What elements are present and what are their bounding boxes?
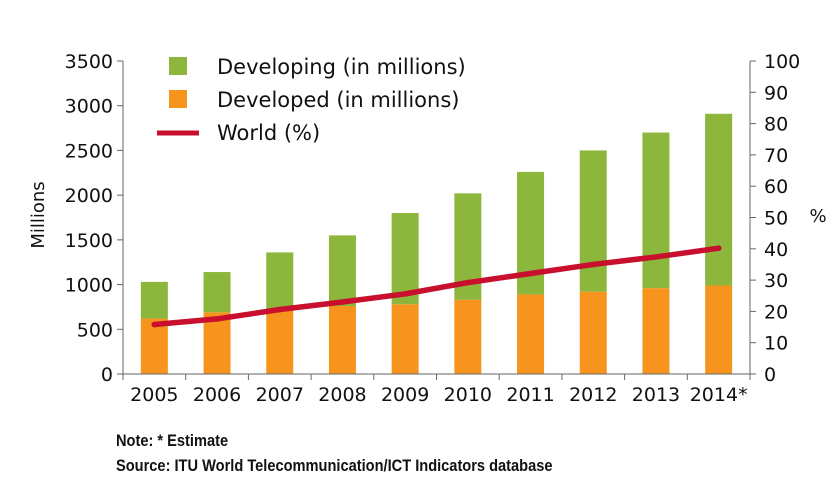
world-point-2006 [214, 316, 220, 322]
left-tick-label: 1000 [65, 275, 113, 297]
axes-group [117, 60, 756, 380]
x-tick-label: 2006 [193, 384, 241, 406]
bar-developing-2014 [705, 113, 733, 286]
bar-developed-2006 [203, 312, 231, 374]
bar-developed-2007 [266, 309, 294, 374]
legend-label-world: World (%) [217, 121, 320, 145]
left-tick-label: 2000 [65, 185, 113, 207]
left-tick-label: 2500 [65, 140, 113, 162]
world-point-2012 [590, 261, 597, 268]
world-point-2007 [276, 306, 283, 313]
bar-developing-2007 [266, 252, 294, 310]
right-tick-label: 20 [764, 301, 788, 323]
bar-developed-2009 [391, 304, 419, 374]
right-tick-label: 60 [764, 176, 788, 198]
left-tick-label: 500 [77, 319, 113, 341]
left-tick-label: 0 [101, 364, 113, 386]
bar-developing-2006 [203, 272, 231, 313]
right-tick-label: 10 [764, 333, 788, 355]
left-tick-label: 3500 [65, 51, 113, 73]
x-tick-label: 2013 [632, 384, 680, 406]
legend-swatch-developing [169, 57, 187, 75]
bar-developing-2013 [642, 132, 670, 289]
bar-developed-2010 [454, 299, 482, 374]
x-tick-label: 2007 [256, 384, 304, 406]
legend-swatch-developed [169, 90, 187, 108]
legend-label-developed: Developed (in millions) [217, 88, 459, 112]
bar-developing-2009 [391, 213, 419, 305]
y2-axis-label: % [809, 206, 826, 227]
right-tick-label: 80 [764, 114, 788, 136]
bar-developed-2013 [642, 288, 670, 374]
right-tick-label: 50 [764, 208, 788, 230]
bar-developed-2012 [579, 291, 607, 374]
world-point-2011 [527, 270, 534, 277]
bar-developing-2008 [328, 235, 356, 307]
x-tick-label: 2011 [506, 384, 554, 406]
legend: Developing (in millions) Developed (in m… [157, 55, 466, 145]
x-tick-label: 2008 [318, 384, 366, 406]
world-point-2010 [465, 279, 471, 286]
world-point-2008 [339, 299, 346, 305]
right-tick-label: 40 [764, 239, 788, 261]
right-tick-label: 70 [764, 145, 788, 167]
right-tick-label: 100 [764, 51, 800, 73]
world-point-2009 [402, 291, 408, 297]
source-text: Source: ITU World Telecommunication/ICT … [116, 456, 553, 475]
x-tick-label: 2012 [569, 384, 617, 406]
notes: Note: * Estimate Source: ITU World Telec… [116, 428, 553, 478]
legend-label-developing: Developing (in millions) [217, 55, 466, 79]
left-tick-labels: 0 500 1000 1500 2000 2500 3000 3500 [65, 51, 113, 386]
world-point-2014 [715, 245, 722, 251]
left-tick-label: 3000 [65, 96, 113, 118]
bar-developed-2011 [517, 294, 545, 374]
right-tick-label: 0 [764, 364, 776, 386]
bar-developed-2008 [328, 306, 356, 374]
x-tick-labels: 2005 2006 2007 2008 2009 2010 2011 2012 2013 2014… [130, 384, 747, 406]
bar-developing-2012 [579, 150, 607, 292]
world-line [151, 245, 722, 328]
x-tick-label: 2009 [381, 384, 429, 406]
right-tick-label: 90 [764, 82, 788, 104]
bar-developed-2014 [705, 285, 733, 374]
y-axis-label: Millions [28, 181, 49, 248]
x-tick-label: 2005 [130, 384, 178, 406]
bars-group [140, 113, 733, 374]
note-text: Note: * Estimate [116, 431, 229, 450]
x-tick-label: 2014* [690, 384, 748, 406]
right-tick-labels: 0 10 20 30 40 50 60 70 80 90 100 [764, 51, 800, 386]
x-tick-label: 2010 [444, 384, 492, 406]
world-point-2005 [151, 321, 158, 328]
bar-developed-2005 [140, 318, 168, 374]
right-tick-label: 30 [764, 270, 788, 292]
left-tick-label: 1500 [65, 230, 113, 252]
world-point-2013 [653, 254, 659, 260]
bar-developing-2005 [140, 281, 168, 319]
world-line-group [151, 245, 722, 328]
